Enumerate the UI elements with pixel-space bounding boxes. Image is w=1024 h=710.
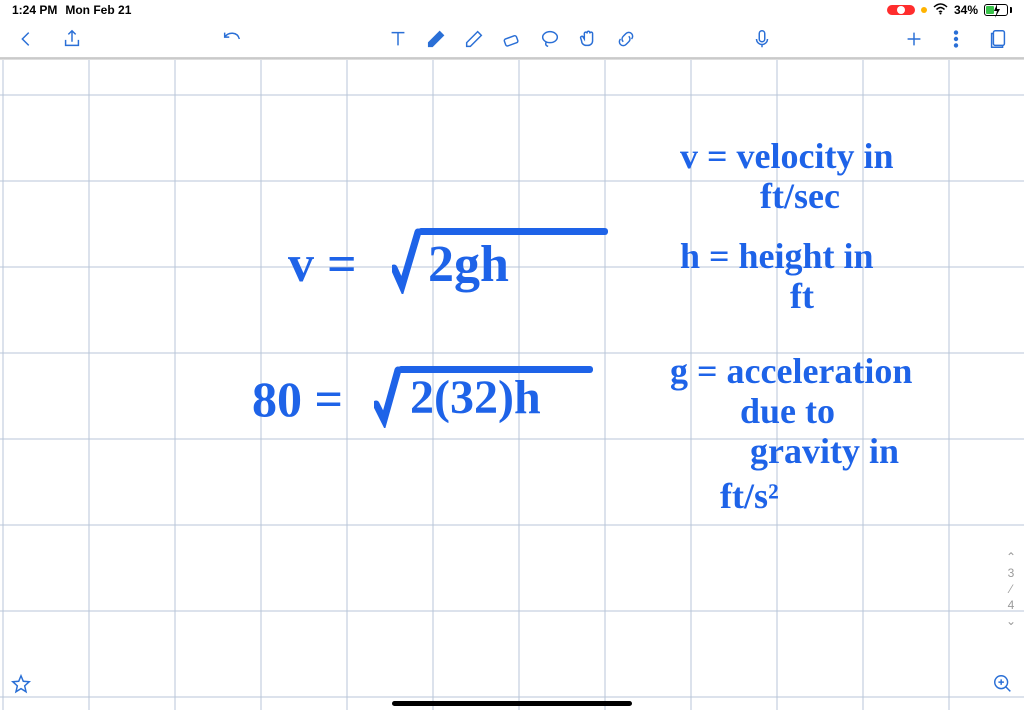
status-time: 1:24 PM xyxy=(12,3,57,17)
status-bar: 1:24 PM Mon Feb 21 34% xyxy=(0,0,1024,20)
eq-232h: 2(32)h xyxy=(410,370,541,425)
eq-2gh: 2gh xyxy=(428,235,509,294)
page-up-icon[interactable]: ⌃ xyxy=(1006,550,1016,564)
tool-palette xyxy=(386,27,638,51)
link-tool-icon[interactable] xyxy=(614,27,638,51)
legend-g2: due to xyxy=(740,390,835,432)
eq-80-eq: 80 = xyxy=(252,370,343,428)
text-tool-icon[interactable] xyxy=(386,27,410,51)
add-button[interactable] xyxy=(902,27,926,51)
mic-icon[interactable] xyxy=(750,27,774,51)
legend-h2: ft xyxy=(790,275,814,317)
eraser-tool-icon[interactable] xyxy=(500,27,524,51)
hand-tool-icon[interactable] xyxy=(576,27,600,51)
more-icon[interactable] xyxy=(944,27,968,51)
page-navigator[interactable]: ⌃ 3 ⁄ 4 ⌄ xyxy=(1006,550,1016,628)
page-total: 4 xyxy=(1008,598,1015,612)
battery-icon xyxy=(984,4,1012,16)
sqrt-symbol-1 xyxy=(392,228,424,294)
wifi-icon xyxy=(933,3,948,18)
legend-g1: g = acceleration xyxy=(670,350,912,392)
undo-button[interactable] xyxy=(220,27,244,51)
legend-v2: ft/sec xyxy=(760,175,840,217)
bookmark-star-icon[interactable] xyxy=(10,673,32,700)
share-icon[interactable] xyxy=(60,27,84,51)
page-sep: ⁄ xyxy=(1010,582,1012,596)
status-date: Mon Feb 21 xyxy=(65,3,131,17)
app-toolbar xyxy=(0,20,1024,58)
note-canvas[interactable]: v = 2gh 80 = 2(32)h v = velocity in ft/s… xyxy=(0,60,1024,710)
network-dot xyxy=(921,7,927,13)
sqrt-symbol-2 xyxy=(374,366,404,428)
lasso-tool-icon[interactable] xyxy=(538,27,562,51)
pages-icon[interactable] xyxy=(986,27,1010,51)
recording-indicator[interactable] xyxy=(887,5,915,15)
legend-g4: ft/s² xyxy=(720,475,779,517)
legend-h1: h = height in xyxy=(680,235,874,277)
page-down-icon[interactable]: ⌄ xyxy=(1006,614,1016,628)
back-button[interactable] xyxy=(14,27,38,51)
battery-pct: 34% xyxy=(954,3,978,17)
sqrt-bar-1 xyxy=(418,228,608,235)
pen-tool-icon[interactable] xyxy=(424,27,448,51)
zoom-in-icon[interactable] xyxy=(992,673,1014,700)
highlighter-tool-icon[interactable] xyxy=(462,27,486,51)
eq-v-eq: v = xyxy=(288,235,357,294)
home-indicator[interactable] xyxy=(392,701,632,706)
page-current: 3 xyxy=(1008,566,1015,580)
legend-g3: gravity in xyxy=(750,430,899,472)
legend-v1: v = velocity in xyxy=(680,135,894,177)
